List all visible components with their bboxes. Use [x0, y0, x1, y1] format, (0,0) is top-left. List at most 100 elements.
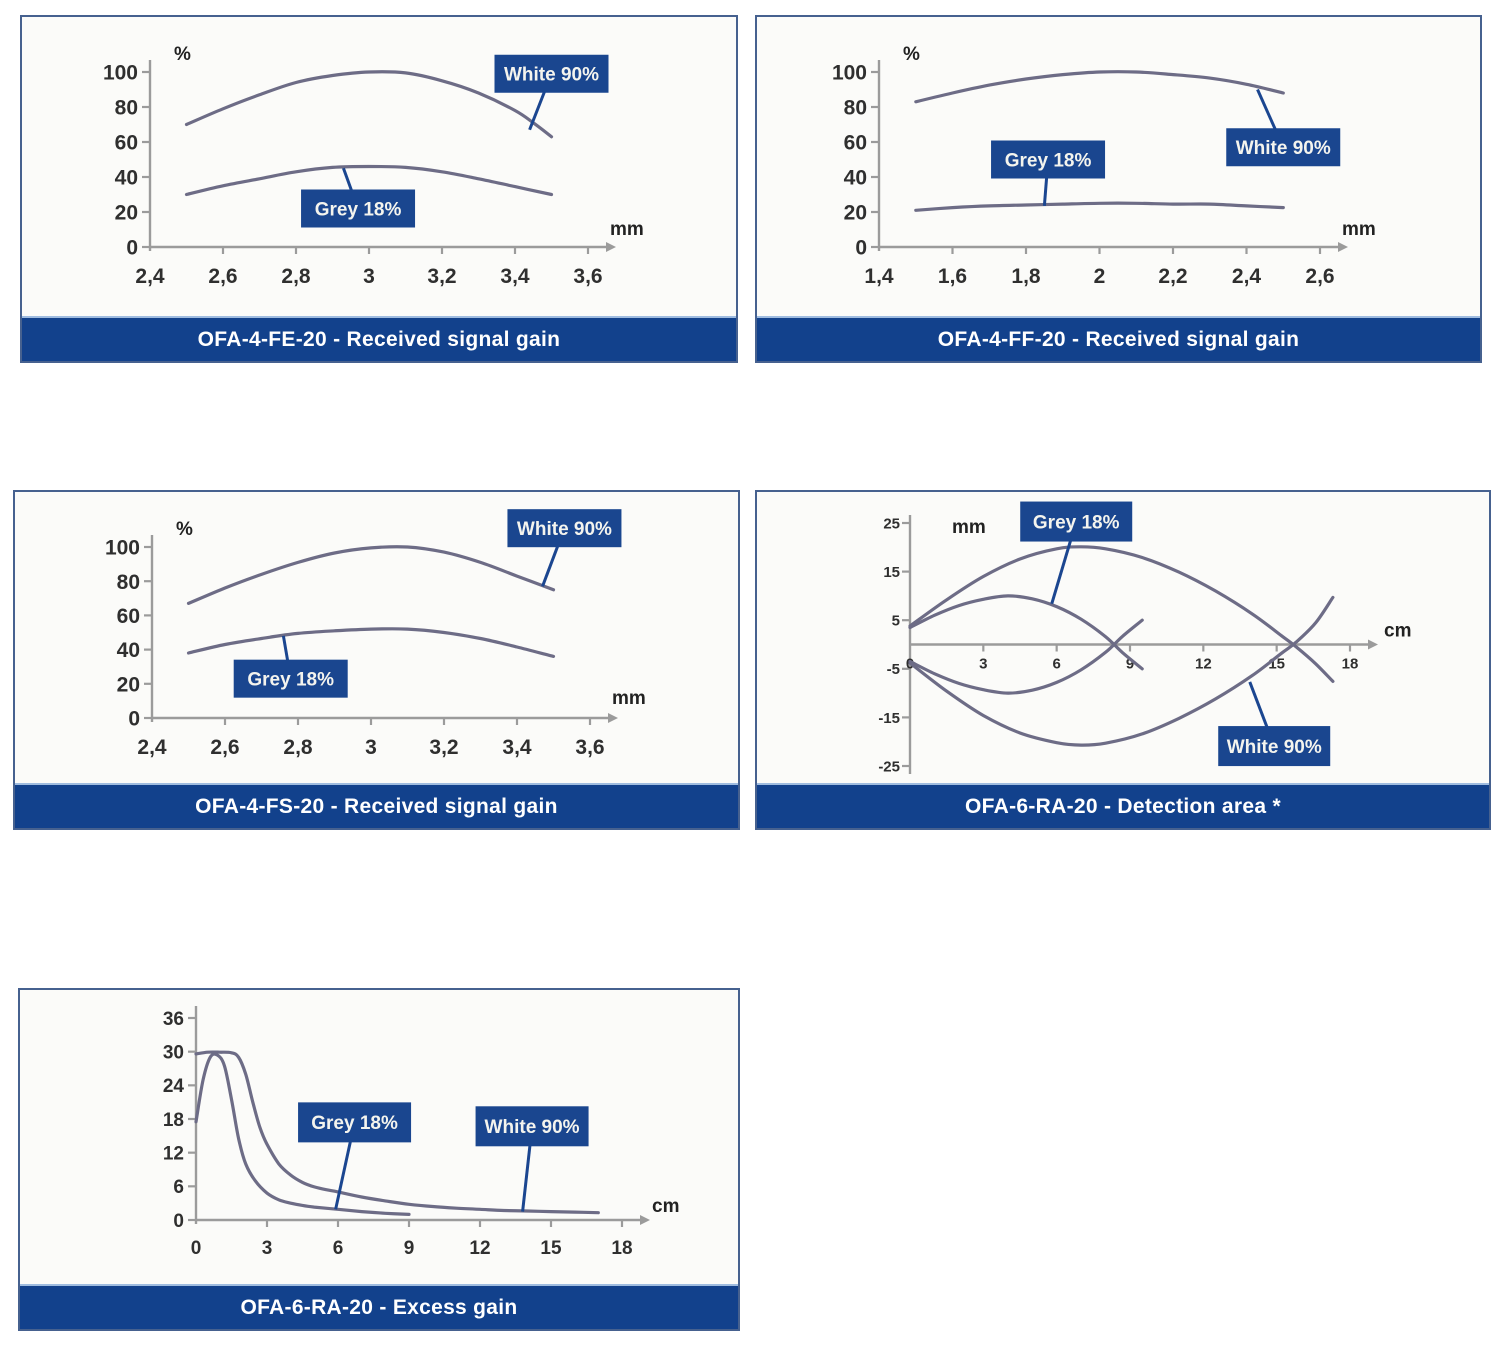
- x-tick-label: 2,4: [137, 736, 167, 759]
- y-tick-label: 80: [115, 97, 138, 120]
- y-tick-label: 60: [844, 132, 867, 155]
- x-tick-label: 3,6: [573, 265, 602, 288]
- y-tick-label: 40: [117, 639, 140, 662]
- y-tick-label: 0: [128, 708, 140, 731]
- y-tick-label: 36: [163, 1009, 184, 1030]
- x-tick-label: 3: [363, 265, 375, 288]
- chart-panel-ofa-4-fs-20-received-signal-gain: 0 20 40 60 80 100 2,4 2,6 2,8 3 3,2 3,4 3,6% mm White …: [13, 490, 740, 830]
- curve-grey-18: [194, 1052, 411, 1216]
- x-tick-label: 1,4: [864, 265, 894, 288]
- annotation-label: Grey 18%: [311, 1113, 398, 1134]
- x-tick-label: 6: [333, 1238, 344, 1259]
- y-tick-label: 80: [117, 571, 140, 594]
- annotation-box-white-90: [475, 1106, 589, 1147]
- y-tick-label: 20: [117, 673, 140, 696]
- y-tick-label: 6: [173, 1177, 184, 1198]
- y-unit-label: %: [176, 519, 193, 540]
- y-unit-label: %: [174, 44, 191, 65]
- x-tick-label: 2,6: [1305, 265, 1334, 288]
- y-tick-label: 60: [115, 132, 138, 155]
- x-tick-label: 3: [365, 736, 377, 759]
- curve-white-90: [194, 1050, 600, 1215]
- x-axis-arrow-icon: [606, 242, 616, 252]
- y-tick-label: 30: [163, 1043, 184, 1064]
- y-tick-label: 40: [115, 167, 138, 190]
- x-tick-label: 1,6: [938, 265, 967, 288]
- x-tick-label: 15: [540, 1238, 562, 1259]
- x-unit-label: mm: [1342, 219, 1376, 240]
- x-tick-label: 9: [1126, 656, 1134, 673]
- x-tick-label: 3: [262, 1238, 273, 1259]
- annotation-box-white-90: [507, 509, 622, 548]
- y-tick-label: 15: [883, 564, 900, 581]
- y-tick-label: -15: [878, 710, 900, 727]
- annotation-label: White 90%: [1227, 737, 1322, 758]
- x-unit-label: mm: [612, 688, 646, 709]
- annotation-box-white-90: [1218, 726, 1331, 767]
- x-unit-label: cm: [652, 1196, 679, 1217]
- chart-panel-ofa-6-ra-20-detection-area: 25 15 5 -5 -15 -25 0 3 6 9 12 15 18 mm cm Grey 18% White…: [755, 490, 1491, 830]
- x-unit-label: cm: [1384, 621, 1411, 642]
- curve-grey-18-lower-boundary: [908, 618, 1144, 695]
- axes: [150, 535, 618, 723]
- annotation-label: Grey 18%: [1005, 150, 1092, 171]
- y-tick-label: -25: [878, 758, 900, 775]
- annotation-box-grey-18: [233, 659, 348, 698]
- curve-grey-18: [914, 201, 1285, 212]
- x-tick-label: 3,2: [429, 736, 458, 759]
- x-axis-arrow-icon: [1368, 639, 1378, 650]
- plot-svg: 0 20 40 60 80 100 2,4 2,6 2,8 3 3,2 3,4 3,6% mm White …: [105, 509, 646, 759]
- annotation-label: Grey 18%: [247, 670, 334, 691]
- chart-title-bar: OFA-4-FS-20 - Received signal gain: [15, 783, 738, 828]
- y-tick-label: 60: [117, 605, 140, 628]
- annotation-box-white-90: [1226, 128, 1341, 167]
- y-tick-label: 0: [126, 237, 138, 260]
- annotation-label: Grey 18%: [315, 199, 402, 220]
- y-tick-label: 0: [855, 237, 867, 260]
- y-tick-label: 12: [163, 1144, 184, 1165]
- curve-white-90: [184, 70, 554, 139]
- x-tick-label: 3: [979, 656, 987, 673]
- curve-white-90-lower-boundary: [908, 595, 1335, 747]
- annotation-box-grey-18: [298, 1102, 412, 1143]
- annotation-label: White 90%: [1236, 138, 1331, 159]
- annotation-label: White 90%: [485, 1117, 580, 1138]
- curve-grey-18: [184, 164, 554, 197]
- y-tick-label: 80: [844, 97, 867, 120]
- x-tick-label: 18: [1342, 656, 1359, 673]
- x-axis-arrow-icon: [640, 1215, 650, 1225]
- x-tick-label: 3,2: [427, 265, 456, 288]
- x-tick-label: 6: [1052, 656, 1060, 673]
- x-tick-label: 3,6: [575, 736, 604, 759]
- chart-title: OFA-4-FS-20 - Received signal gain: [195, 794, 558, 818]
- annotation-box-grey-18: [991, 140, 1106, 179]
- annotation-box-white-90: [494, 54, 609, 93]
- x-tick-label: 3,4: [500, 265, 530, 288]
- x-tick-label: 2,8: [283, 736, 313, 759]
- y-tick-label: 24: [163, 1076, 185, 1097]
- curve-white-90: [186, 545, 556, 605]
- plot-svg: 0 20 40 60 80 100 2,4 2,6 2,8 3 3,2 3,4 3,6% mm White …: [103, 44, 644, 288]
- curve-white-90: [914, 70, 1285, 104]
- annotation-label: Grey 18%: [1033, 512, 1120, 533]
- y-tick-label: 100: [105, 537, 140, 560]
- chart-title: OFA-6-RA-20 - Detection area *: [965, 794, 1281, 818]
- x-tick-label: 0: [191, 1238, 202, 1259]
- curve-grey-18-upper-boundary: [908, 594, 1144, 671]
- x-tick-label: 3,4: [502, 736, 532, 759]
- x-tick-label: 2,8: [281, 265, 311, 288]
- x-unit-label: mm: [610, 219, 644, 240]
- y-tick-label: 20: [115, 202, 138, 225]
- chart-title-bar: OFA-4-FF-20 - Received signal gain: [757, 316, 1480, 361]
- y-unit-label: mm: [952, 517, 986, 538]
- x-tick-label: 2,2: [1158, 265, 1187, 288]
- x-tick-label: 12: [469, 1238, 490, 1259]
- curve-grey-18: [186, 627, 556, 658]
- x-tick-label: 2,6: [210, 736, 239, 759]
- y-unit-label: %: [903, 44, 920, 65]
- y-tick-label: 100: [832, 62, 867, 85]
- y-tick-label: 0: [173, 1211, 184, 1232]
- annotation-label: White 90%: [504, 65, 599, 86]
